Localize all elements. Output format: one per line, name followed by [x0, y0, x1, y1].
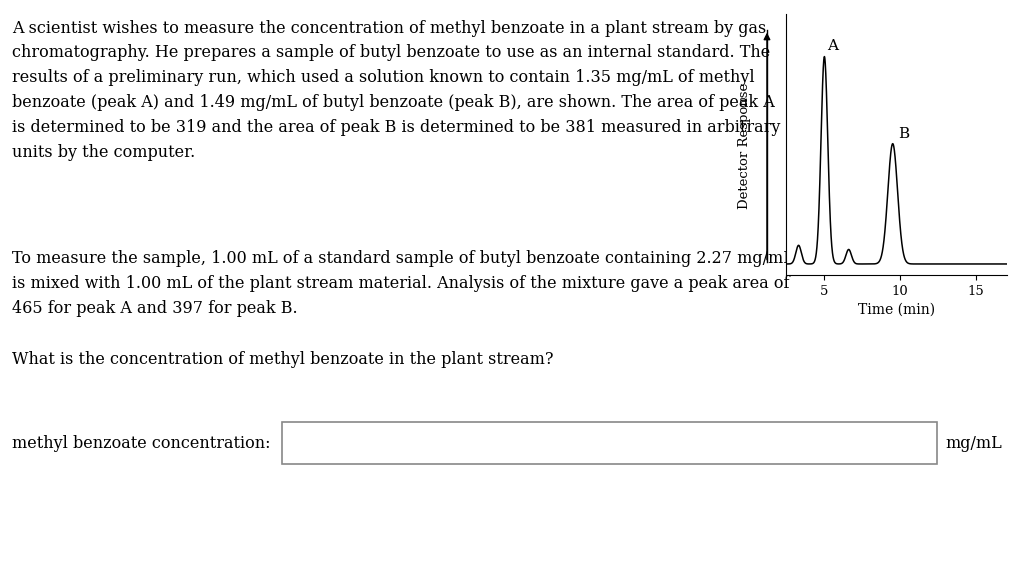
X-axis label: Time (min): Time (min) [858, 302, 935, 316]
Text: What is the concentration of methyl benzoate in the plant stream?: What is the concentration of methyl benz… [12, 351, 554, 368]
Text: methyl benzoate concentration:: methyl benzoate concentration: [12, 436, 270, 452]
Text: To measure the sample, 1.00 mL of a standard sample of butyl benzoate containing: To measure the sample, 1.00 mL of a stan… [12, 250, 795, 317]
Text: A scientist wishes to measure the concentration of methyl benzoate in a plant st: A scientist wishes to measure the concen… [12, 20, 780, 161]
Text: A: A [826, 39, 838, 53]
FancyBboxPatch shape [282, 422, 937, 464]
Text: B: B [898, 126, 909, 140]
Text: Detector Response: Detector Response [738, 83, 751, 209]
Text: mg/mL: mg/mL [945, 436, 1001, 452]
